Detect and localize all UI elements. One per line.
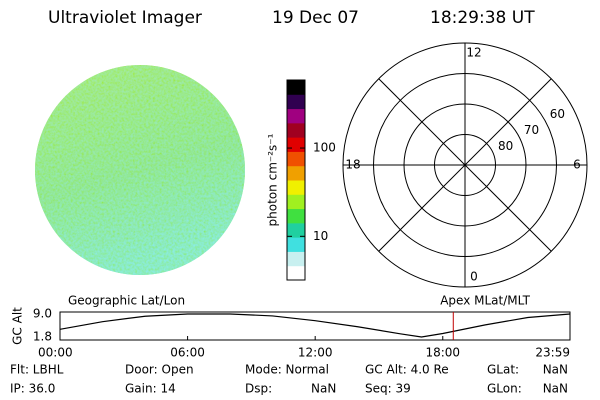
- info-value: NaN: [311, 382, 336, 396]
- latitude-label: 70: [524, 123, 539, 137]
- info-label: Mode: Normal: [245, 363, 329, 377]
- info-label: Dsp:: [245, 382, 272, 396]
- info-label: Flt: LBHL: [10, 363, 64, 377]
- colorbar-tick-label: 100: [313, 141, 336, 155]
- info-label: GLat:: [487, 363, 519, 377]
- colorbar-swatch: [287, 122, 305, 138]
- mlt-label: 0: [470, 270, 478, 284]
- x-tick-label: 12:00: [298, 346, 333, 360]
- mlt-label: 18: [345, 158, 360, 172]
- colorbar-swatch: [287, 94, 305, 110]
- colorbar-swatch: [287, 151, 305, 167]
- colorbar-swatch: [287, 165, 305, 181]
- latitude-label: 60: [550, 107, 565, 121]
- colorbar-swatch: [287, 265, 305, 281]
- info-value: NaN: [543, 363, 568, 377]
- colorbar-swatch: [287, 237, 305, 252]
- info-label: Seq: 39: [365, 382, 411, 396]
- x-tick-label: 00:00: [38, 346, 73, 360]
- altitude-line: [59, 313, 571, 338]
- mlt-line: [378, 78, 552, 252]
- colorbar-swatch: [287, 222, 305, 238]
- colorbar-tick-label: 10: [313, 229, 328, 243]
- colorbar-swatch: [287, 194, 305, 210]
- colorbar-swatch: [287, 208, 305, 224]
- colorbar-swatch: [287, 180, 305, 195]
- mlt-label: 6: [573, 158, 581, 172]
- plot-title-left: Geographic Lat/Lon: [68, 294, 185, 308]
- colorbar-swatch: [287, 108, 305, 124]
- colorbar-swatch: [287, 137, 305, 152]
- title: Ultraviolet Imager: [48, 8, 202, 28]
- time: 18:29:38 UT: [430, 8, 535, 28]
- mlt-label: 12: [466, 46, 481, 60]
- info-label: GLon:: [487, 382, 522, 396]
- y-tick-label: 1.8: [33, 330, 52, 344]
- colorbar-frame: [286, 79, 306, 281]
- info-label: IP: 36.0: [10, 382, 55, 396]
- latitude-label: 80: [498, 139, 513, 153]
- plot-title-right: Apex MLat/MLT: [440, 294, 530, 308]
- info-value: NaN: [543, 382, 568, 396]
- x-tick-label: 18:00: [425, 346, 460, 360]
- y-axis-label: GC Alt: [11, 307, 25, 345]
- info-label: Gain: 14: [125, 382, 176, 396]
- y-tick-label: 9.0: [33, 307, 52, 321]
- info-label: Door: Open: [125, 363, 194, 377]
- uv-image: [35, 65, 245, 275]
- colorbar-swatch: [287, 251, 305, 267]
- colorbar-label: photon cm⁻²s⁻¹: [266, 133, 280, 226]
- plot-frame: [59, 311, 571, 341]
- colorbar-swatch: [287, 80, 305, 95]
- x-tick-label: 23:59: [535, 346, 570, 360]
- x-tick-label: 06:00: [170, 346, 205, 360]
- info-label: GC Alt: 4.0 Re: [365, 363, 449, 377]
- date: 19 Dec 07: [272, 8, 359, 28]
